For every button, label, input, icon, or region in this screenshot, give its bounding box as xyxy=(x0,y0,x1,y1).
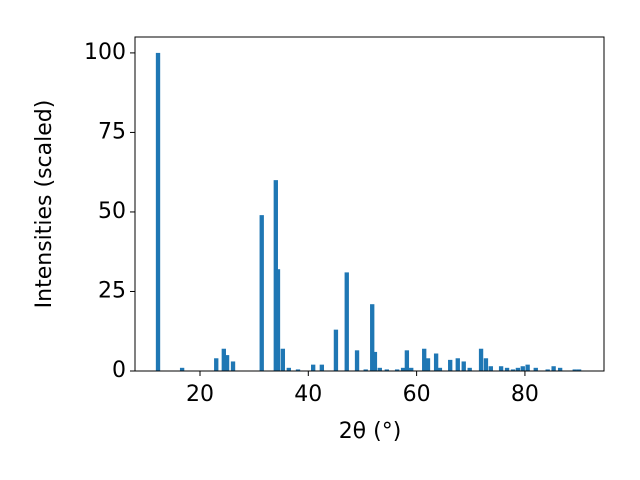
bar xyxy=(557,367,563,371)
bar xyxy=(372,351,378,371)
bar xyxy=(437,367,443,371)
bar xyxy=(363,369,368,371)
bar xyxy=(525,364,530,371)
bar xyxy=(551,366,556,371)
bar xyxy=(273,180,278,371)
bar xyxy=(370,304,375,371)
bar xyxy=(461,361,466,371)
bar xyxy=(409,367,414,371)
bar xyxy=(467,367,472,371)
bar xyxy=(286,367,291,371)
bar xyxy=(404,350,410,371)
bar xyxy=(333,329,339,371)
bar xyxy=(259,215,264,371)
y-tick-label: 50 xyxy=(98,199,126,224)
bar xyxy=(354,350,360,371)
y-tick-label: 75 xyxy=(98,119,126,144)
bar xyxy=(483,358,489,371)
plot-frame xyxy=(134,36,605,372)
bar xyxy=(275,269,281,371)
bar xyxy=(280,348,286,371)
bar xyxy=(515,367,521,371)
bar xyxy=(576,369,582,371)
bar xyxy=(384,369,389,371)
bar xyxy=(394,369,400,371)
bar xyxy=(400,367,406,371)
bar xyxy=(520,366,525,371)
bar xyxy=(344,272,349,371)
x-axis-label: 2θ (°) xyxy=(339,419,402,444)
bar xyxy=(478,348,484,371)
bar xyxy=(179,367,185,371)
bar xyxy=(433,353,439,371)
bar xyxy=(510,369,516,371)
bar xyxy=(488,366,493,371)
bar xyxy=(377,367,382,371)
y-tick-label: 25 xyxy=(98,278,126,303)
bar xyxy=(545,369,550,371)
bar xyxy=(498,366,504,371)
y-tick-label: 0 xyxy=(112,358,126,383)
y-axis-label: Intensities (scaled) xyxy=(32,100,57,309)
bar xyxy=(455,358,460,371)
bar xyxy=(319,364,325,371)
bar xyxy=(311,364,316,371)
bar xyxy=(155,52,161,372)
y-tick-label: 100 xyxy=(84,40,126,65)
x-tick-label: 60 xyxy=(403,382,431,407)
bar xyxy=(214,358,219,371)
bar xyxy=(422,348,427,371)
bar xyxy=(295,369,301,371)
x-tick-label: 40 xyxy=(294,382,322,407)
bar xyxy=(448,359,453,371)
x-tick-label: 80 xyxy=(511,382,539,407)
bar xyxy=(425,358,431,371)
bar xyxy=(230,361,236,371)
bar xyxy=(572,369,577,371)
bar xyxy=(504,367,510,371)
bar xyxy=(533,367,538,371)
x-tick-label: 20 xyxy=(186,382,214,407)
bar xyxy=(221,348,226,371)
bar xyxy=(224,355,230,371)
